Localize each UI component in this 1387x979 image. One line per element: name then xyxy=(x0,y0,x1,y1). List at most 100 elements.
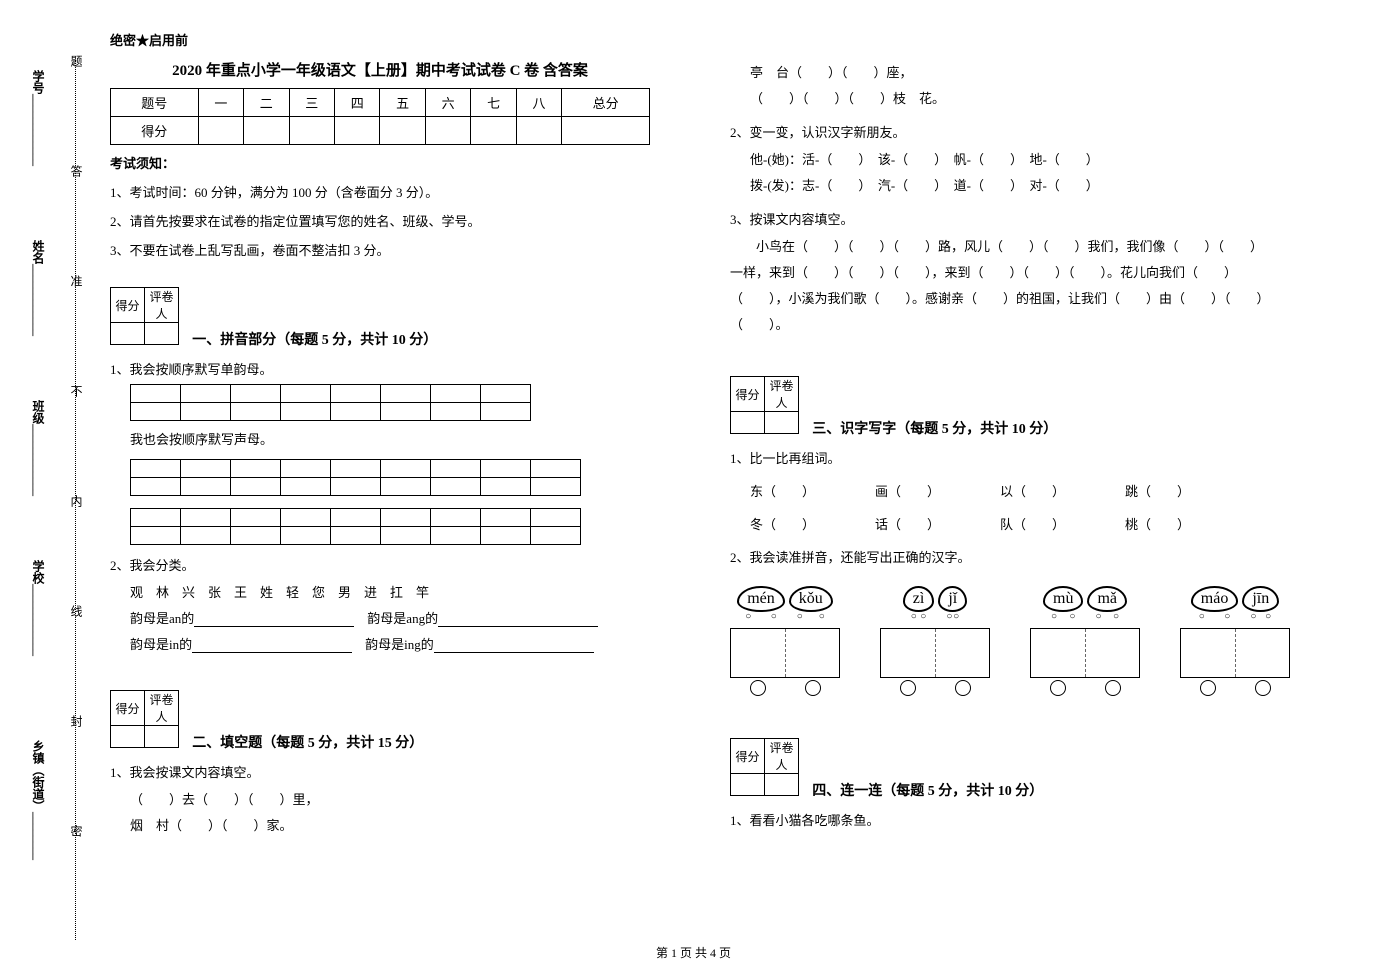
c: 评卷人 xyxy=(765,739,799,774)
score-cell[interactable] xyxy=(562,117,650,145)
blank[interactable] xyxy=(434,639,594,653)
char-list: 观 林 兴 张 王 姓 轻 您 男 进 扛 竿 xyxy=(130,580,650,606)
line: 拨-(发)：志-（ ） 汽-（ ） 道-（ ） 对-（ ） xyxy=(750,173,1270,199)
score-cell[interactable] xyxy=(244,117,289,145)
right-column: 亭 台（ ）（ ）座， （ ）（ ）（ ）枝 花。 2、变一变，认识汉字新朋友。… xyxy=(720,30,1280,839)
consonant-grid-1 xyxy=(130,459,581,496)
vl-left: 班级____________ xyxy=(30,400,47,496)
c: 得分 xyxy=(111,288,145,323)
consonant-grid-2 xyxy=(130,508,581,545)
label: 韵母是in的 xyxy=(130,637,192,652)
blank[interactable] xyxy=(438,613,598,627)
left-column: 绝密★启用前 2020 年重点小学一年级语文【上册】期中考试试卷 C 卷 含答案… xyxy=(100,30,660,839)
q2-1: 1、我会按课文内容填空。 xyxy=(110,762,650,781)
pinyin-item: zìjǐ xyxy=(880,586,990,696)
wheel-icon xyxy=(1255,680,1271,696)
wheel-icon xyxy=(1050,680,1066,696)
section-title: 二、填空题（每题 5 分，共计 15 分） xyxy=(192,732,423,752)
write-box[interactable] xyxy=(880,628,990,678)
instruction-line: 1、考试时间：60 分钟，满分为 100 分（含卷面分 3 分）。 xyxy=(110,182,650,201)
score-cell[interactable] xyxy=(731,412,765,434)
q3-1: 1、比一比再组词。 xyxy=(730,448,1270,467)
score-cell[interactable] xyxy=(731,774,765,796)
th: 四 xyxy=(334,89,379,117)
pinyin-item: mùmǎ xyxy=(1030,586,1140,696)
c: 得分 xyxy=(111,691,145,726)
wheel-icon xyxy=(805,680,821,696)
line: 亭 台（ ）（ ）座， xyxy=(750,60,1270,86)
write-box[interactable] xyxy=(1030,628,1140,678)
blank[interactable] xyxy=(194,613,354,627)
score-cell[interactable] xyxy=(471,117,516,145)
table-row: 得分 xyxy=(111,117,650,145)
blank-row: 韵母是an的 韵母是ang的 xyxy=(130,606,650,632)
pair: 话（ ） xyxy=(875,514,940,533)
vl: 内 xyxy=(68,495,85,507)
score-mini-table: 得分评卷人 xyxy=(730,376,799,434)
wheel-icon xyxy=(750,680,766,696)
q1-1: 1、我会按顺序默写单韵母。 xyxy=(110,359,650,378)
line: （ ）（ ）（ ）枝 花。 xyxy=(750,86,1270,112)
th: 总分 xyxy=(562,89,650,117)
score-cell[interactable] xyxy=(111,323,145,345)
c: 得分 xyxy=(731,377,765,412)
score-cell[interactable] xyxy=(380,117,425,145)
vl: 线 xyxy=(68,605,85,617)
label: 韵母是an的 xyxy=(130,611,194,626)
section-title: 一、拼音部分（每题 5 分，共计 10 分） xyxy=(192,329,437,349)
pair: 冬（ ） xyxy=(750,514,815,533)
vl: 不 xyxy=(68,385,85,397)
section-2-header: 得分评卷人 二、填空题（每题 5 分，共计 15 分） xyxy=(110,672,650,752)
score-table: 题号 一 二 三 四 五 六 七 八 总分 得分 xyxy=(110,88,650,145)
exam-title: 2020 年重点小学一年级语文【上册】期中考试试卷 C 卷 含答案 xyxy=(110,59,650,80)
score-cell[interactable] xyxy=(111,726,145,748)
c: 评卷人 xyxy=(145,691,179,726)
pair: 东（ ） xyxy=(750,481,815,500)
wheel-icon xyxy=(1105,680,1121,696)
score-mini-table: 得分评卷人 xyxy=(110,690,179,748)
vl-left: 学校____________ xyxy=(30,560,47,656)
instructions-head: 考试须知： xyxy=(110,153,650,172)
th: 一 xyxy=(198,89,243,117)
score-cell[interactable] xyxy=(765,774,799,796)
th: 六 xyxy=(425,89,470,117)
blank[interactable] xyxy=(192,639,352,653)
q1-2: 2、我会分类。 xyxy=(110,555,650,574)
score-mini-table: 得分评卷人 xyxy=(110,287,179,345)
pinyin-item: máojīn xyxy=(1180,586,1290,696)
score-cell[interactable] xyxy=(145,323,179,345)
vl: 题 xyxy=(68,55,85,67)
score-cell[interactable] xyxy=(145,726,179,748)
score-cell[interactable] xyxy=(198,117,243,145)
th: 八 xyxy=(516,89,561,117)
paragraph: 小鸟在（ ）（ ）（ ）路，风儿（ ）（ ）我们，我们像（ ）（ ）一样，来到（… xyxy=(730,234,1270,338)
label: 韵母是ang的 xyxy=(367,611,438,626)
pinyin-cloud: jǐ xyxy=(938,586,967,612)
vl-left: 姓名____________ xyxy=(30,240,47,336)
pinyin-cloud: mù xyxy=(1043,586,1083,612)
th: 题号 xyxy=(111,89,199,117)
pinyin-cloud: mǎ xyxy=(1087,586,1127,612)
write-box[interactable] xyxy=(730,628,840,678)
q3-2: 2、我会读准拼音，还能写出正确的汉字。 xyxy=(730,547,1270,566)
pinyin-item: ménkǒu xyxy=(730,586,840,696)
score-cell[interactable] xyxy=(334,117,379,145)
q1-1b: 我也会按顺序默写声母。 xyxy=(130,427,650,453)
c: 得分 xyxy=(731,739,765,774)
vowel-grid xyxy=(130,384,531,421)
q2-3: 3、按课文内容填空。 xyxy=(730,209,1270,228)
score-cell[interactable] xyxy=(765,412,799,434)
th: 五 xyxy=(380,89,425,117)
pair-row: 东（ ） 画（ ） 以（ ） 跳（ ） xyxy=(750,481,1270,500)
wheel-icon xyxy=(1200,680,1216,696)
vl: 封 xyxy=(68,715,85,727)
pair: 队（ ） xyxy=(1000,514,1065,533)
section-1-header: 得分评卷人 一、拼音部分（每题 5 分，共计 10 分） xyxy=(110,269,650,349)
score-cell[interactable] xyxy=(516,117,561,145)
score-cell[interactable] xyxy=(425,117,470,145)
write-box[interactable] xyxy=(1180,628,1290,678)
score-cell[interactable] xyxy=(289,117,334,145)
th: 三 xyxy=(289,89,334,117)
score-mini-table: 得分评卷人 xyxy=(730,738,799,796)
pinyin-cloud: máo xyxy=(1191,586,1239,612)
